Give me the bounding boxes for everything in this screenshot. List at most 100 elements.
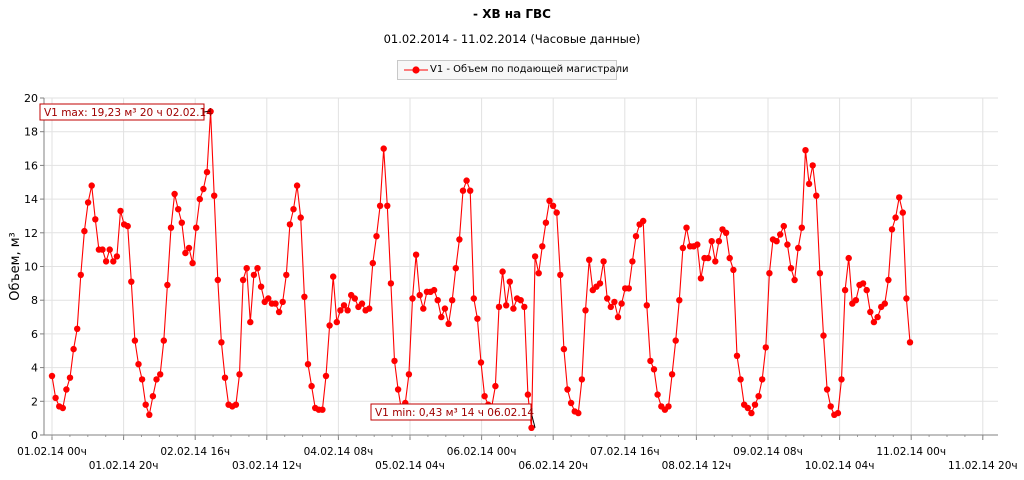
data-point[interactable]	[517, 297, 524, 304]
data-point[interactable]	[308, 382, 315, 390]
data-point[interactable]	[452, 265, 459, 272]
data-point[interactable]	[254, 265, 261, 272]
data-point[interactable]	[135, 361, 142, 368]
data-point[interactable]	[823, 386, 831, 393]
data-point[interactable]	[63, 386, 70, 393]
data-point[interactable]	[499, 268, 506, 275]
data-point[interactable]	[167, 224, 175, 231]
data-point[interactable]	[863, 286, 870, 294]
data-point[interactable]	[153, 376, 160, 383]
data-point[interactable]	[128, 278, 135, 285]
data-point[interactable]	[647, 357, 654, 365]
data-point[interactable]	[708, 238, 715, 245]
data-point[interactable]	[70, 345, 77, 353]
data-point[interactable]	[279, 298, 286, 306]
data-point[interactable]	[293, 182, 301, 189]
data-point[interactable]	[586, 256, 593, 263]
data-point[interactable]	[142, 401, 149, 408]
data-point[interactable]	[759, 376, 766, 383]
data-point[interactable]	[243, 265, 250, 272]
data-point[interactable]	[730, 266, 737, 274]
data-point[interactable]	[722, 229, 730, 236]
data-point[interactable]	[391, 357, 398, 365]
data-point[interactable]	[557, 271, 564, 279]
data-point[interactable]	[683, 224, 690, 231]
data-point[interactable]	[207, 108, 214, 115]
data-point[interactable]	[899, 209, 906, 216]
data-point[interactable]	[582, 307, 589, 314]
data-point[interactable]	[715, 238, 723, 245]
data-point[interactable]	[384, 202, 391, 209]
data-point[interactable]	[896, 194, 903, 201]
data-point[interactable]	[798, 224, 805, 231]
data-point[interactable]	[531, 253, 539, 260]
data-point[interactable]	[809, 162, 816, 169]
data-point[interactable]	[196, 195, 203, 203]
data-point[interactable]	[773, 238, 780, 245]
data-point[interactable]	[380, 145, 387, 152]
data-point[interactable]	[492, 382, 499, 390]
data-point[interactable]	[614, 313, 622, 321]
data-point[interactable]	[874, 313, 881, 321]
data-point[interactable]	[164, 281, 171, 289]
data-point[interactable]	[358, 300, 366, 307]
data-point[interactable]	[596, 280, 604, 287]
data-point[interactable]	[157, 371, 164, 378]
data-point[interactable]	[564, 386, 571, 393]
data-point[interactable]	[780, 222, 787, 230]
data-point[interactable]	[430, 286, 438, 294]
data-point[interactable]	[326, 322, 333, 329]
data-point[interactable]	[459, 187, 467, 194]
data-point[interactable]	[903, 295, 910, 302]
data-point[interactable]	[304, 361, 312, 368]
data-point[interactable]	[618, 300, 625, 307]
data-point[interactable]	[182, 249, 189, 257]
data-point[interactable]	[149, 393, 157, 400]
data-point[interactable]	[600, 258, 607, 265]
data-point[interactable]	[737, 376, 744, 383]
data-point[interactable]	[870, 318, 878, 326]
data-point[interactable]	[521, 303, 528, 311]
data-point[interactable]	[553, 209, 560, 216]
data-point[interactable]	[535, 270, 542, 277]
data-point[interactable]	[275, 308, 283, 316]
data-point[interactable]	[474, 315, 481, 322]
data-point[interactable]	[762, 344, 769, 351]
data-point[interactable]	[250, 271, 258, 279]
data-point[interactable]	[99, 246, 106, 253]
data-point[interactable]	[549, 202, 557, 209]
data-point[interactable]	[495, 303, 503, 311]
data-point[interactable]	[676, 297, 683, 304]
data-point[interactable]	[265, 295, 272, 302]
data-point[interactable]	[351, 295, 358, 302]
data-point[interactable]	[340, 302, 348, 309]
data-point[interactable]	[59, 404, 66, 412]
data-point[interactable]	[679, 244, 687, 252]
data-point[interactable]	[221, 374, 229, 381]
data-point[interactable]	[820, 332, 827, 339]
data-point[interactable]	[632, 233, 640, 240]
data-point[interactable]	[416, 291, 423, 299]
data-point[interactable]	[467, 187, 474, 194]
data-point[interactable]	[171, 190, 178, 198]
data-point[interactable]	[330, 273, 337, 280]
data-point[interactable]	[373, 233, 380, 240]
data-point[interactable]	[751, 401, 759, 408]
data-point[interactable]	[542, 219, 550, 226]
data-point[interactable]	[247, 318, 254, 326]
data-point[interactable]	[48, 372, 56, 380]
data-point[interactable]	[218, 339, 225, 346]
data-point[interactable]	[77, 271, 85, 279]
data-point[interactable]	[175, 206, 182, 213]
data-point[interactable]	[560, 345, 568, 353]
data-point[interactable]	[138, 376, 146, 383]
data-point[interactable]	[52, 394, 59, 402]
data-point[interactable]	[366, 305, 373, 312]
data-point[interactable]	[654, 391, 661, 398]
data-point[interactable]	[802, 147, 809, 154]
data-point[interactable]	[611, 298, 618, 306]
data-point[interactable]	[110, 258, 117, 265]
data-point[interactable]	[629, 258, 636, 265]
data-point[interactable]	[539, 243, 546, 250]
data-point[interactable]	[185, 244, 193, 252]
